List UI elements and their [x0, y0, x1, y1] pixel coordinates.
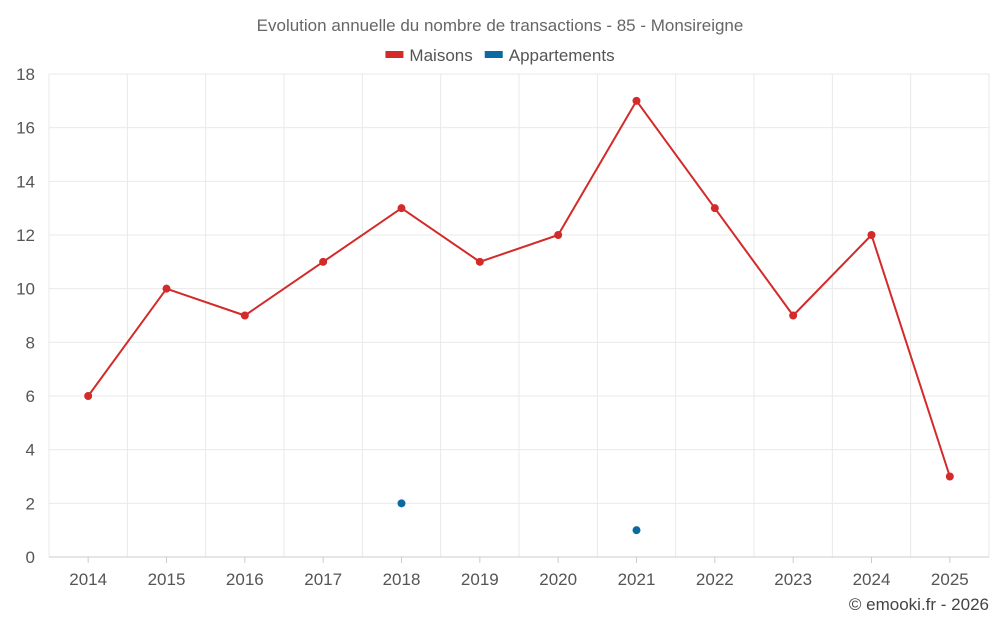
y-tick-label: 18	[16, 65, 35, 84]
data-point-maisons	[867, 231, 876, 239]
x-tick-label: 2017	[304, 570, 342, 589]
series-line-maisons	[87, 99, 951, 477]
y-tick-label: 4	[26, 441, 35, 460]
legend-swatch	[484, 51, 503, 58]
x-tick-label: 2024	[853, 570, 891, 589]
y-axis: 0 2 4 6 8 10 12 14 16 18	[16, 65, 35, 567]
y-tick-label: 2	[26, 494, 35, 513]
y-tick-label: 16	[16, 119, 35, 138]
y-tick-label: 10	[16, 280, 35, 299]
data-point-maisons	[710, 204, 719, 213]
copyright-footer: © emooki.fr - 2026	[849, 595, 989, 614]
legend-item-appartements[interactable]: Appartements	[484, 46, 615, 65]
data-point-maisons	[945, 472, 954, 481]
data-point-maisons	[162, 284, 171, 293]
grid	[48, 73, 990, 557]
x-axis: 2014 2015 2016 2017 2018 2019 2020 2021 2022 2023…	[49, 556, 989, 589]
x-tick-label: 2021	[618, 570, 656, 589]
x-tick-label: 2014	[69, 570, 107, 589]
x-tick-label: 2015	[148, 570, 186, 589]
x-tick-label: 2023	[774, 570, 812, 589]
y-tick-label: 14	[16, 172, 35, 191]
series-layer	[84, 96, 954, 535]
legend-label: Appartements	[509, 46, 615, 65]
legend-swatch	[385, 51, 404, 58]
data-point-maisons	[632, 96, 641, 105]
x-tick-label: 2020	[539, 570, 577, 589]
data-point-appartements	[397, 499, 406, 508]
data-point-maisons	[319, 257, 328, 266]
y-tick-label: 0	[26, 548, 35, 567]
data-point-appartements	[632, 526, 641, 535]
x-tick-label: 2018	[383, 570, 421, 589]
chart-title: Evolution annuelle du nombre de transact…	[257, 16, 744, 35]
x-tick-label: 2025	[931, 570, 969, 589]
data-point-maisons	[789, 311, 798, 320]
legend[interactable]: Maisons Appartements	[385, 46, 615, 65]
data-point-maisons	[475, 257, 484, 266]
legend-item-maisons[interactable]: Maisons	[385, 46, 473, 65]
data-point-maisons	[84, 392, 93, 400]
x-tick-label: 2019	[461, 570, 499, 589]
x-tick-label: 2022	[696, 570, 734, 589]
legend-label: Maisons	[409, 46, 472, 65]
y-tick-label: 8	[26, 333, 35, 352]
x-tick-label: 2016	[226, 570, 264, 589]
data-point-maisons	[554, 231, 563, 239]
y-tick-label: 6	[26, 387, 35, 406]
data-point-maisons	[397, 204, 406, 213]
data-point-maisons	[240, 311, 249, 320]
y-tick-label: 12	[16, 226, 35, 245]
